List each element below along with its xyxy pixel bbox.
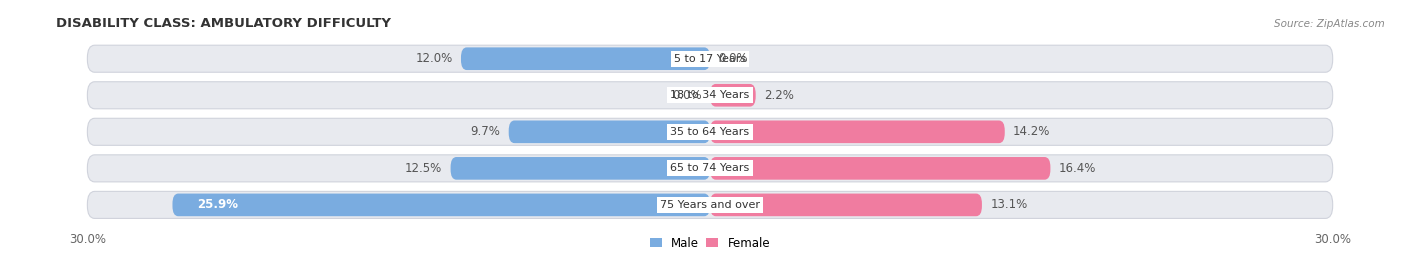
Text: 25.9%: 25.9% [197, 199, 239, 211]
FancyBboxPatch shape [710, 121, 1005, 143]
Text: 13.1%: 13.1% [990, 199, 1028, 211]
FancyBboxPatch shape [710, 194, 981, 216]
Text: 0.0%: 0.0% [672, 89, 702, 102]
FancyBboxPatch shape [450, 157, 710, 180]
Text: Source: ZipAtlas.com: Source: ZipAtlas.com [1274, 19, 1385, 29]
Text: 16.4%: 16.4% [1059, 162, 1097, 175]
Legend: Male, Female: Male, Female [650, 237, 770, 250]
Text: 65 to 74 Years: 65 to 74 Years [671, 163, 749, 173]
Text: 14.2%: 14.2% [1014, 125, 1050, 138]
FancyBboxPatch shape [710, 84, 755, 107]
FancyBboxPatch shape [461, 47, 710, 70]
Text: 18 to 34 Years: 18 to 34 Years [671, 90, 749, 100]
FancyBboxPatch shape [87, 118, 1333, 145]
FancyBboxPatch shape [87, 155, 1333, 182]
Text: 5 to 17 Years: 5 to 17 Years [673, 54, 747, 64]
Text: 2.2%: 2.2% [763, 89, 794, 102]
Text: 12.5%: 12.5% [405, 162, 443, 175]
FancyBboxPatch shape [87, 82, 1333, 109]
FancyBboxPatch shape [710, 157, 1050, 180]
Text: DISABILITY CLASS: AMBULATORY DIFFICULTY: DISABILITY CLASS: AMBULATORY DIFFICULTY [56, 17, 391, 30]
FancyBboxPatch shape [87, 45, 1333, 72]
Text: 35 to 64 Years: 35 to 64 Years [671, 127, 749, 137]
FancyBboxPatch shape [87, 191, 1333, 218]
Text: 0.0%: 0.0% [718, 52, 748, 65]
Text: 12.0%: 12.0% [415, 52, 453, 65]
Text: 75 Years and over: 75 Years and over [659, 200, 761, 210]
Text: 9.7%: 9.7% [471, 125, 501, 138]
FancyBboxPatch shape [173, 194, 710, 216]
FancyBboxPatch shape [509, 121, 710, 143]
